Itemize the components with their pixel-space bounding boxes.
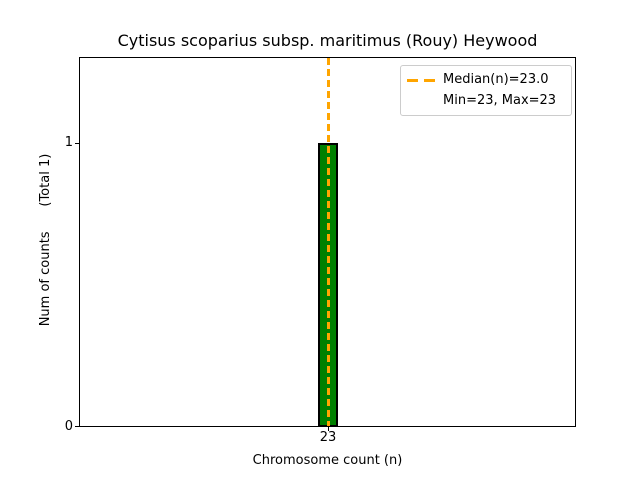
y-tick-mark-1 [75, 143, 79, 144]
legend: Median(n)=23.0 Min=23, Max=23 [400, 65, 572, 116]
y-tick-label-0: 0 [64, 419, 73, 434]
chart-title: Cytisus scoparius subsp. maritimus (Rouy… [117, 31, 538, 50]
median-dashed-line [327, 58, 330, 426]
legend-item-median: Median(n)=23.0 [407, 70, 565, 91]
y-tick-label-1: 1 [64, 135, 73, 150]
y-axis-label: Num of counts (Total 1) [38, 153, 53, 327]
legend-label-minmax: Min=23, Max=23 [443, 92, 557, 108]
y-tick-mark-0 [75, 426, 79, 427]
median-line-swatch-icon [407, 78, 435, 82]
legend-label-median: Median(n)=23.0 [443, 72, 549, 88]
empty-swatch [407, 99, 435, 102]
x-axis-label: Chromosome count (n) [252, 453, 403, 468]
x-tick-label-23: 23 [319, 430, 337, 445]
legend-item-minmax: Min=23, Max=23 [407, 91, 565, 112]
x-tick-mark-23 [328, 427, 329, 431]
